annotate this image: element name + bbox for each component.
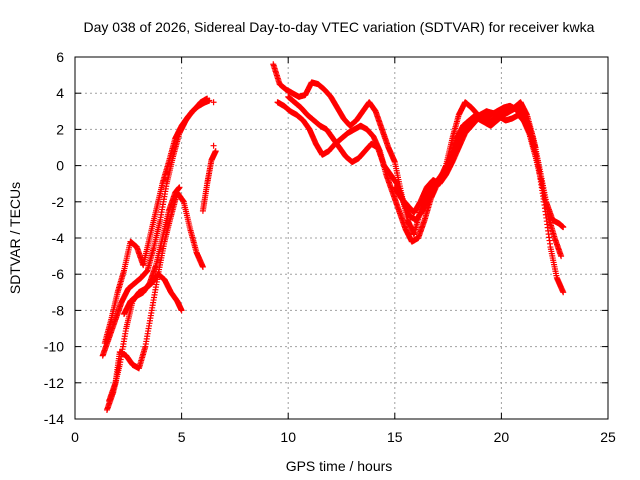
y-tick-label: -8 bbox=[52, 302, 65, 318]
chart-title: Day 038 of 2026, Sidereal Day-to-day VTE… bbox=[84, 19, 595, 35]
y-tick-label: 6 bbox=[56, 49, 64, 65]
data-point bbox=[560, 224, 567, 231]
data-point bbox=[204, 95, 211, 102]
y-tick-label: -10 bbox=[44, 339, 64, 355]
series-pass-b bbox=[101, 95, 210, 346]
series-pass-a bbox=[99, 97, 213, 359]
data-point bbox=[558, 253, 565, 260]
y-tick-label: 4 bbox=[56, 85, 64, 101]
y-tick-label: -6 bbox=[52, 266, 65, 282]
data-point bbox=[176, 184, 183, 191]
series-pass-f bbox=[199, 148, 219, 214]
y-tick-label: -4 bbox=[52, 230, 65, 246]
series-pass-d bbox=[106, 189, 206, 404]
series-pass-g bbox=[270, 61, 564, 258]
data-point bbox=[199, 263, 206, 270]
x-tick-label: 5 bbox=[178, 429, 186, 445]
data-point bbox=[560, 289, 567, 296]
series-pass-e bbox=[121, 184, 183, 318]
axis-ticks bbox=[74, 56, 609, 420]
y-tick-label: -12 bbox=[44, 375, 64, 391]
x-tick-label: 0 bbox=[71, 429, 79, 445]
annotation-marker bbox=[210, 142, 217, 149]
series-pass-j bbox=[391, 104, 539, 216]
y-tick-label: 2 bbox=[56, 121, 64, 137]
x-tick-label: 25 bbox=[600, 429, 616, 445]
y-tick-label: 0 bbox=[56, 158, 64, 174]
x-tick-label: 20 bbox=[494, 429, 510, 445]
x-axis-label: GPS time / hours bbox=[286, 458, 393, 474]
y-axis-label: SDTVAR / TECUs bbox=[7, 182, 23, 294]
series-pass-i bbox=[285, 93, 566, 295]
annotation-marker bbox=[210, 99, 217, 106]
x-tick-label: 15 bbox=[387, 429, 403, 445]
y-tick-label: -2 bbox=[52, 194, 65, 210]
data-point bbox=[532, 144, 539, 151]
x-tick-label: 10 bbox=[280, 429, 296, 445]
data-point bbox=[178, 307, 185, 314]
x-tick-labels: 0 5 10 15 20 25 bbox=[71, 429, 616, 445]
data-point bbox=[212, 148, 219, 155]
y-tick-labels: -14 -12 -10 -8 -6 -4 -2 0 2 4 6 bbox=[44, 49, 64, 427]
data-points bbox=[99, 61, 567, 413]
grid bbox=[75, 57, 608, 419]
y-tick-label: -14 bbox=[44, 411, 64, 427]
